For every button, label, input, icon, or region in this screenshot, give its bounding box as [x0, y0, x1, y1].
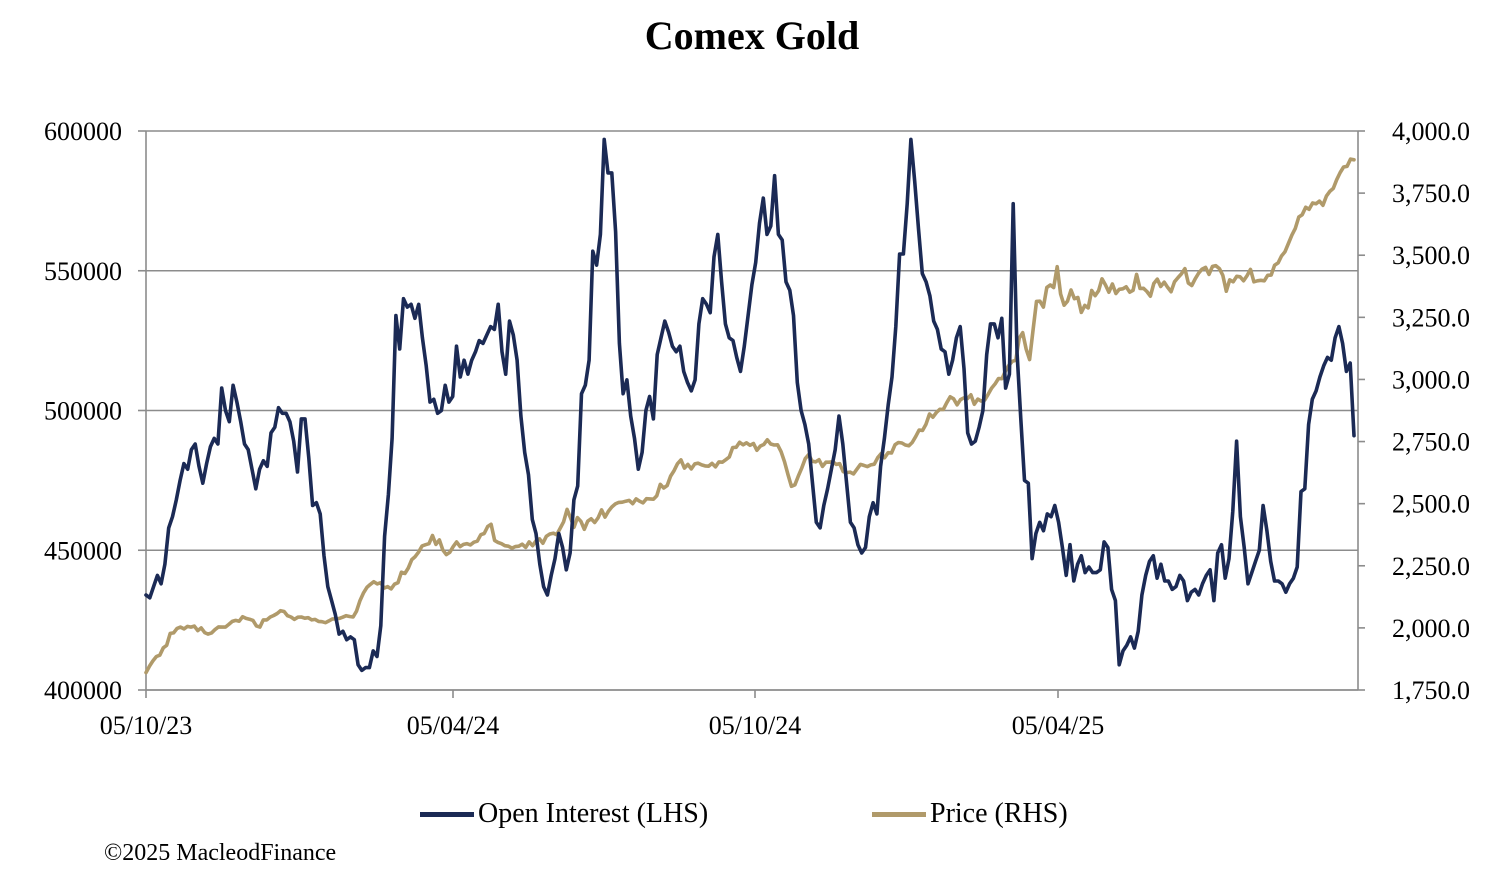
- legend-swatch-open-interest: [420, 811, 474, 817]
- y-right-tick-label: 3,500.0: [1392, 241, 1470, 270]
- x-tick-label: 05/10/23: [100, 711, 192, 740]
- y-left-tick-label: 550000: [44, 257, 122, 286]
- y-left-tick-label: 450000: [44, 536, 122, 565]
- y-left-tick-label: 500000: [44, 397, 122, 426]
- legend-swatch-price: [872, 811, 926, 817]
- x-tick-label: 05/04/24: [407, 711, 499, 740]
- y-right-tick-label: 2,500.0: [1392, 490, 1470, 519]
- legend-item-price: Price (RHS): [872, 798, 1068, 830]
- y-right-tick-label: 4,000.0: [1392, 117, 1470, 146]
- x-tick-label: 05/10/24: [709, 711, 801, 740]
- legend-label-price: Price (RHS): [930, 798, 1068, 829]
- x-tick-label: 05/04/25: [1012, 711, 1104, 740]
- y-right-tick-label: 2,750.0: [1392, 428, 1470, 457]
- series-line-price: [144, 157, 1356, 675]
- y-right-tick-label: 3,000.0: [1392, 365, 1470, 394]
- series-line-open-interest: [144, 137, 1356, 673]
- y-right-tick-label: 2,250.0: [1392, 552, 1470, 581]
- y-right-tick-label: 2,000.0: [1392, 614, 1470, 643]
- y-left-tick-label: 600000: [44, 117, 122, 146]
- y-left-tick-label: 400000: [44, 676, 122, 705]
- y-right-tick-label: 1,750.0: [1392, 676, 1470, 705]
- copyright-note: ©2025 MacleodFinance: [104, 840, 337, 866]
- legend-label-open-interest: Open Interest (LHS): [478, 798, 709, 829]
- legend-item-open-interest: Open Interest (LHS): [420, 798, 708, 830]
- y-right-tick-label: 3,250.0: [1392, 303, 1470, 332]
- chart-title: Comex Gold: [644, 13, 860, 58]
- y-right-tick-label: 3,750.0: [1392, 179, 1470, 208]
